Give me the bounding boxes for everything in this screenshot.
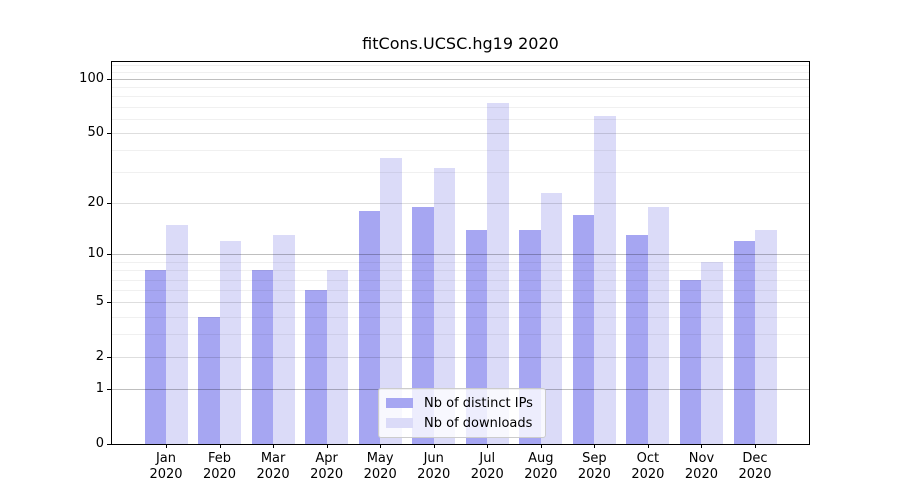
y-tick-label-2: 2 bbox=[95, 349, 104, 365]
y-tick-label-5: 5 bbox=[95, 294, 104, 310]
bar-downloads-mar bbox=[273, 235, 295, 444]
x-tick-label-nov: Nov 2020 bbox=[684, 451, 718, 482]
y-tick-label-100: 100 bbox=[79, 71, 104, 87]
gridline-y-7 bbox=[112, 279, 809, 281]
bar-downloads-apr bbox=[326, 270, 349, 444]
bar-downloads-nov bbox=[701, 261, 723, 444]
bar-downloads-feb bbox=[219, 241, 242, 444]
y-tick-label-20: 20 bbox=[87, 195, 104, 211]
x-tick-mark-feb bbox=[219, 444, 221, 448]
bar-downloads-oct bbox=[647, 207, 670, 444]
y-tick-mark-5 bbox=[107, 302, 112, 304]
y-tick-label-10: 10 bbox=[87, 246, 104, 262]
legend-swatch-distinct-ips bbox=[386, 398, 413, 408]
gridline-y-4 bbox=[112, 316, 809, 318]
bar-downloads-jun bbox=[433, 167, 456, 444]
bar-ips-may bbox=[358, 211, 381, 444]
y-tick-mark-50 bbox=[107, 133, 112, 135]
bar-downloads-may bbox=[380, 158, 402, 444]
gridline-y-110 bbox=[112, 71, 809, 73]
bar-downloads-jan bbox=[166, 224, 188, 444]
x-tick-mark-jul bbox=[487, 444, 489, 448]
plot-area: Nb of distinct IPs Nb of downloads 100 50… bbox=[79, 61, 810, 482]
y-tick-label-50: 50 bbox=[87, 125, 104, 141]
gridline-y-120 bbox=[112, 64, 809, 66]
legend-swatch-downloads bbox=[386, 418, 413, 428]
bar-ips-feb bbox=[198, 316, 220, 444]
gridline-y-5 bbox=[112, 302, 809, 304]
y-tick-mark-0 bbox=[107, 444, 112, 445]
x-tick-label-jan: Jan 2020 bbox=[149, 451, 183, 482]
x-tick-label-apr: Apr 2020 bbox=[310, 451, 344, 482]
x-tick-label-oct: Oct 2020 bbox=[631, 451, 665, 482]
x-tick-label-sep: Sep 2020 bbox=[577, 451, 611, 482]
bar-downloads-sep bbox=[594, 116, 616, 444]
y-tick-mark-10 bbox=[107, 254, 112, 256]
gridline-y-20 bbox=[112, 203, 809, 205]
x-tick-mark-sep bbox=[594, 444, 596, 448]
legend-row-downloads: Nb of downloads bbox=[386, 416, 535, 431]
x-tick-label-may: May 2020 bbox=[363, 451, 397, 482]
x-tick-label-dec: Dec 2020 bbox=[738, 451, 772, 482]
gridline-y-40 bbox=[112, 150, 809, 152]
gridline-y-90 bbox=[112, 87, 809, 89]
x-tick-label-aug: Aug 2020 bbox=[524, 451, 558, 482]
x-tick-mark-aug bbox=[540, 444, 542, 448]
gridline-y-10 bbox=[112, 254, 809, 256]
bar-ips-oct bbox=[626, 235, 648, 444]
gridline-y-60 bbox=[112, 118, 809, 120]
y-tick-mark-100 bbox=[107, 79, 112, 81]
gridline-y-80 bbox=[112, 96, 809, 98]
y-tick-label-1: 1 bbox=[95, 381, 104, 397]
gridline-y-8 bbox=[112, 270, 809, 272]
bar-ips-jan bbox=[144, 270, 166, 444]
x-tick-mark-apr bbox=[326, 444, 328, 448]
bar-ips-sep bbox=[572, 215, 595, 444]
gridline-y-100 bbox=[112, 79, 809, 81]
gridline-y-50 bbox=[112, 133, 809, 135]
bar-downloads-aug bbox=[540, 192, 563, 444]
legend-label-downloads: Nb of downloads bbox=[424, 415, 533, 431]
x-tick-mark-oct bbox=[647, 444, 649, 448]
gridline-y-2 bbox=[112, 357, 809, 359]
chart-title: fitCons.UCSC.hg19 2020 bbox=[362, 34, 559, 53]
legend-label-distinct-ips: Nb of distinct IPs bbox=[424, 395, 533, 411]
x-tick-mark-nov bbox=[701, 444, 703, 448]
x-tick-label-jul: Jul 2020 bbox=[470, 451, 504, 482]
x-tick-mark-jan bbox=[166, 444, 167, 448]
gridline-y-70 bbox=[112, 106, 809, 108]
y-tick-mark-20 bbox=[107, 203, 112, 205]
bar-ips-nov bbox=[679, 279, 702, 444]
bar-downloads-dec bbox=[755, 229, 777, 444]
x-tick-mark-mar bbox=[273, 444, 275, 448]
gridline-y-3 bbox=[112, 334, 809, 336]
y-tick-label-0: 0 bbox=[95, 436, 104, 451]
bar-ips-mar bbox=[251, 270, 274, 444]
bar-ips-jun bbox=[412, 207, 434, 444]
x-tick-label-mar: Mar 2020 bbox=[256, 451, 290, 482]
legend-row-distinct-ips: Nb of distinct IPs bbox=[386, 396, 535, 411]
bar-ips-apr bbox=[305, 290, 327, 444]
y-tick-mark-2 bbox=[107, 357, 112, 359]
x-tick-mark-may bbox=[380, 444, 382, 448]
gridline-y-9 bbox=[112, 261, 809, 263]
y-tick-mark-1 bbox=[107, 389, 112, 391]
bar-ips-dec bbox=[733, 241, 755, 444]
x-tick-mark-dec bbox=[755, 444, 756, 448]
gridline-y-30 bbox=[112, 172, 809, 174]
bar-downloads-jul bbox=[487, 102, 509, 444]
x-tick-label-feb: Feb 2020 bbox=[202, 451, 237, 482]
legend: Nb of distinct IPs Nb of downloads bbox=[378, 388, 546, 438]
x-tick-label-jun: Jun 2020 bbox=[417, 451, 451, 482]
gridline-y-6 bbox=[112, 290, 809, 292]
x-tick-mark-jun bbox=[433, 444, 435, 448]
